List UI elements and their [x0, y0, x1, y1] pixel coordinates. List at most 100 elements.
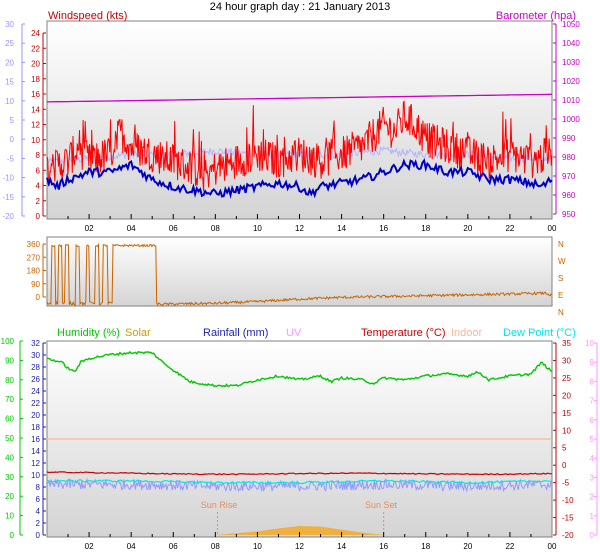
- direction-compass-tick-label: N: [558, 240, 564, 249]
- graph-title: 24 hour graph day : 21 January 2013: [210, 1, 390, 13]
- rainfall-tick-label: 12: [31, 459, 40, 468]
- rainfall-tick-label: 28: [31, 363, 40, 372]
- uv-tick-label: 8: [590, 377, 595, 386]
- humidity-tick-label: 70: [5, 395, 14, 404]
- temperature-axis: 35 30 25 20 15 10 5 0 -5 -10 -15 -20: [553, 339, 574, 540]
- wind-x-tick-label: 12: [295, 224, 304, 233]
- temperature-tick-label: -20: [562, 531, 574, 540]
- wind-direction-line: [46, 242, 553, 307]
- windspeed-gust-line: [46, 100, 553, 192]
- windspeed-average-line: [46, 158, 553, 199]
- barometer-tick-label: 1010: [562, 96, 580, 105]
- legend-solar: Solar: [125, 327, 151, 339]
- climate-x-tick-label: 00: [548, 542, 557, 551]
- uv-tick-label: 9: [590, 358, 595, 367]
- windspeed-tick-label: 12: [31, 121, 40, 130]
- climate-x-tick-label: 22: [505, 542, 514, 551]
- humidity-tick-label: 0: [10, 531, 15, 540]
- climate-x-tick-label: 02: [85, 542, 94, 551]
- direction-deg-tick-label: 180: [27, 267, 41, 276]
- climate-x-tick-label: 12: [295, 542, 304, 551]
- rainfall-tick-label: 30: [31, 351, 40, 360]
- humidity-tick-label: 20: [5, 492, 14, 501]
- wind-x-tick-label: 06: [169, 224, 178, 233]
- rainfall-tick-label: 16: [31, 435, 40, 444]
- sunset-label: Sun Set: [365, 500, 398, 510]
- chill-line: [46, 477, 553, 493]
- direction-compass-tick-label: E: [558, 291, 563, 300]
- direction-deg-tick-label: 0: [36, 293, 41, 302]
- wind-x-tick-label: 14: [337, 224, 346, 233]
- direction-deg-tick-label: 360: [27, 240, 41, 249]
- sunrise-label: Sun Rise: [201, 500, 238, 510]
- rainfall-tick-label: 8: [36, 483, 41, 492]
- uv-tick-label: 5: [590, 435, 595, 444]
- temperature-tick-label: -5: [562, 479, 570, 488]
- temp-wind-tick-label: 10: [5, 97, 14, 106]
- wind-x-tick-label: 02: [85, 224, 94, 233]
- direction-compass-tick-label: S: [558, 274, 563, 283]
- temp-wind-tick-label: -20: [2, 212, 14, 221]
- rainfall-tick-label: 10: [31, 471, 40, 480]
- rainfall-tick-label: 4: [36, 507, 41, 516]
- humidity-tick-label: 60: [5, 415, 14, 424]
- legend-temperature: Temperature (°C): [361, 327, 445, 339]
- humidity-tick-label: 100: [1, 337, 15, 346]
- temp-wind-tick-label: 20: [5, 58, 14, 67]
- temperature-tick-label: -10: [562, 496, 574, 505]
- uv-tick-label: 0: [590, 531, 595, 540]
- windspeed-tick-label: 14: [31, 105, 40, 114]
- wind-x-tick-label: 08: [211, 224, 220, 233]
- barometer-tick-label: 990: [562, 134, 576, 143]
- humidity-tick-label: 50: [5, 434, 14, 443]
- legend-dewpoint: Dew Point (°C): [503, 327, 576, 339]
- temperature-tick-label: 35: [562, 339, 571, 348]
- humidity-tick-label: 30: [5, 473, 14, 482]
- windspeed-tick-label: 16: [31, 90, 40, 99]
- wind-x-tick-label: 18: [421, 224, 430, 233]
- temp-wind-tick-label: 5: [10, 116, 15, 125]
- direction-series: [46, 242, 553, 307]
- temp-wind-tick-label: -10: [2, 174, 14, 183]
- rainfall-tick-label: 0: [36, 531, 41, 540]
- rainfall-tick-label: 14: [31, 447, 40, 456]
- barometer-tick-label: 1000: [562, 115, 580, 124]
- legend-rainfall: Rainfall (mm): [203, 327, 268, 339]
- barometer-axis: 1050 1040 1030 1020 1010 1000 990 980 970 960 950: [553, 20, 580, 219]
- climate-x-axis: 02 04 06 08 10 12 14 16 18 20 22 00: [67, 532, 557, 551]
- uv-tick-label: 3: [590, 473, 595, 482]
- climate-legend: Humidity (%) Solar Rainfall (mm) UV Temp…: [57, 327, 576, 339]
- wind-x-tick-label: 04: [127, 224, 136, 233]
- legend-humidity: Humidity (%): [57, 327, 120, 339]
- climate-x-tick-label: 18: [421, 542, 430, 551]
- windspeed-tick-label: 8: [36, 151, 41, 160]
- temperature-axis-wind-panel: 30 25 20 15 10 5 0 -5 -10 -15 -20: [2, 20, 25, 221]
- climate-x-tick-label: 08: [211, 542, 220, 551]
- barometer-tick-label: 970: [562, 172, 576, 181]
- temperature-tick-label: -15: [562, 514, 574, 523]
- temperature-line: [46, 471, 553, 476]
- climate-x-tick-label: 10: [253, 542, 262, 551]
- uv-tick-label: 4: [590, 454, 595, 463]
- temperature-tick-label: 25: [562, 374, 571, 383]
- temp-wind-tick-label: 25: [5, 39, 14, 48]
- barometer-line: [46, 93, 553, 103]
- humidity-tick-label: 90: [5, 356, 14, 365]
- temp-wind-tick-label: 30: [5, 20, 14, 29]
- windspeed-tick-label: 0: [36, 212, 41, 221]
- rainfall-tick-label: 2: [36, 519, 41, 528]
- wind-series: [46, 93, 553, 199]
- windspeed-tick-label: 18: [31, 75, 40, 84]
- legend-indoor: Indoor: [451, 327, 483, 339]
- direction-compass-tick-label: N: [558, 308, 564, 317]
- rainfall-tick-label: 26: [31, 375, 40, 384]
- direction-compass-tick-label: W: [558, 257, 566, 266]
- rainfall-tick-label: 22: [31, 399, 40, 408]
- wind-x-tick-label: 00: [548, 224, 557, 233]
- climate-x-tick-label: 16: [379, 542, 388, 551]
- barometer-label: Barometer (hpa): [496, 10, 576, 22]
